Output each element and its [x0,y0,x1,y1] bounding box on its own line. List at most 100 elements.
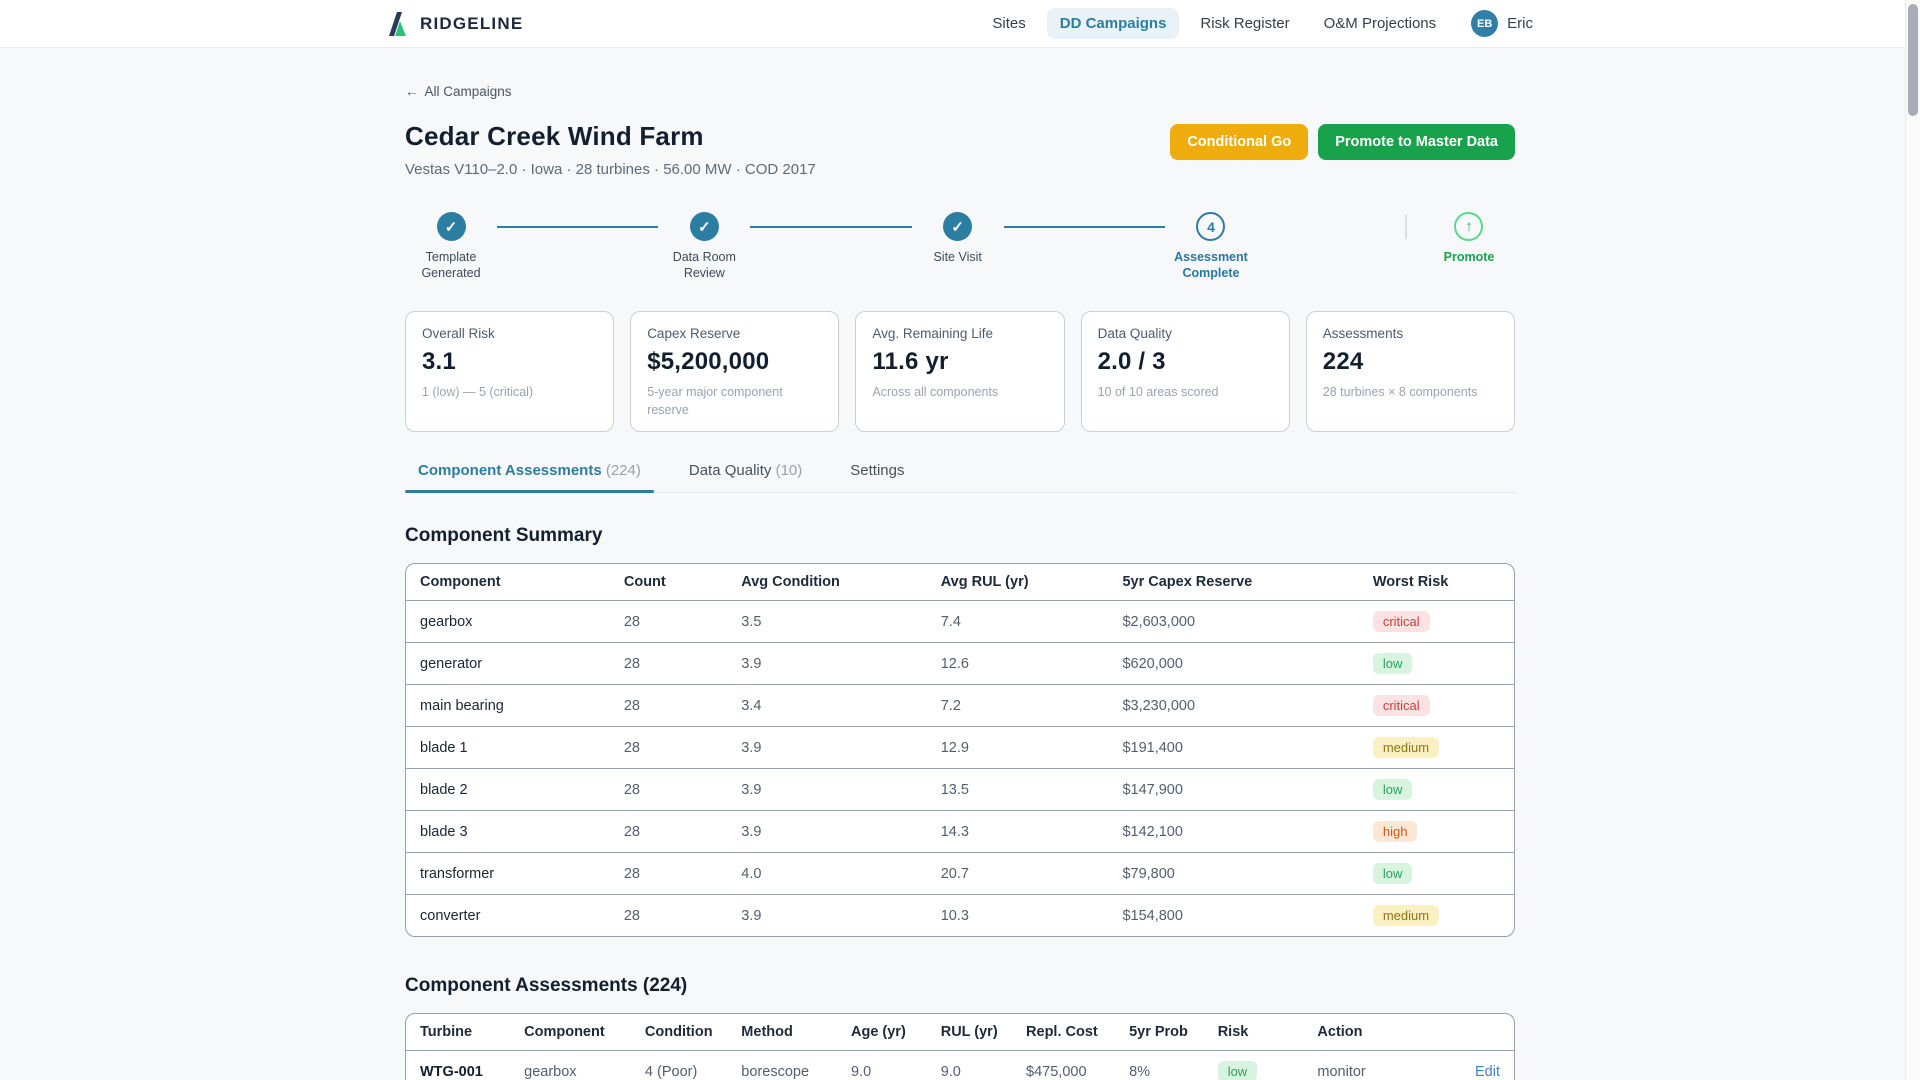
risk-badge: high [1372,821,1418,843]
check-icon: ✓ [951,218,964,236]
cell-worst-risk: critical [1358,600,1514,643]
stat-card-avg-remaining-life: Avg. Remaining Life 11.6 yr Across all c… [855,311,1065,433]
page-header: Cedar Creek Wind Farm Vestas V110–2.0 · … [405,121,1515,178]
tab-data-quality[interactable]: Data Quality (10) [676,462,815,492]
cell-avg-rul: 14.3 [926,810,1109,853]
stat-cards: Overall Risk 3.1 1 (low) — 5 (critical) … [405,311,1515,433]
component-assessments-heading: Component Assessments (224) [405,975,688,997]
cell-5yr-prob: 8% [1115,1050,1204,1080]
table-row: blade 1 28 3.9 12.9 $191,400 medium [406,726,1514,769]
risk-badge: low [1217,1061,1258,1080]
cell-capex: $620,000 [1108,642,1359,685]
stat-label: Data Quality [1097,326,1172,342]
tab-count: (10) [775,462,803,480]
col-rul: RUL (yr) [940,1024,998,1041]
cell-worst-risk: critical [1358,684,1514,727]
risk-badge: low [1372,779,1413,801]
nav-item-risk-register[interactable]: Risk Register [1200,15,1290,32]
step-label: Promote [1443,250,1495,264]
component-summary-heading: Component Summary [405,525,603,547]
cell-avg-rul: 7.4 [926,600,1109,643]
check-icon: ✓ [444,218,458,236]
stat-card-data-quality: Data Quality 2.0 / 3 10 of 10 areas scor… [1080,311,1290,433]
component-assessments-table: Turbine Component Condition Method Age (… [405,1013,1515,1080]
cell-component: gearbox [406,600,610,643]
tab-bar: Component Assessments (224) Data Quality… [405,462,1515,494]
risk-badge: medium [1372,737,1440,759]
arrow-up-icon: ↑ [1465,218,1473,235]
table-row: transformer 28 4.0 20.7 $79,800 low [406,852,1514,895]
cell-worst-risk: low [1358,642,1514,685]
cell-component: gearbox [510,1050,631,1080]
edit-link[interactable]: Edit [1475,1063,1500,1080]
cell-avg-condition: 3.5 [727,600,927,643]
stat-label: Capex Reserve [647,326,741,342]
col-edit [1425,1014,1514,1051]
cell-risk: low [1203,1050,1304,1080]
cell-component: main bearing [406,684,610,727]
col-capex-reserve: 5yr Capex Reserve [1122,574,1253,591]
cell-capex: $79,800 [1108,852,1359,895]
cell-avg-condition: 3.4 [727,684,927,727]
cell-component: converter [406,894,610,937]
stat-label: Avg. Remaining Life [872,326,993,342]
nav-item-om-projections[interactable]: O&M Projections [1323,15,1437,32]
table-header-row: Turbine Component Condition Method Age (… [406,1014,1514,1051]
avatar[interactable]: EB [1471,10,1499,37]
page-subtitle: Vestas V110–2.0 · Iowa · 28 turbines · 5… [405,161,816,178]
cell-avg-condition: 4.0 [727,852,927,895]
stat-label: Overall Risk [422,326,495,342]
cell-capex: $2,603,000 [1108,600,1359,643]
back-arrow-icon: ← [405,84,419,99]
tab-label: Settings [850,462,905,480]
stat-label: Assessments [1322,326,1404,342]
step-connector [1003,226,1165,228]
tab-label: Component Assessments [418,462,602,480]
cell-count: 28 [609,600,728,643]
brand-name: RIDGELINE [420,13,524,33]
cell-avg-rul: 12.6 [926,642,1109,685]
top-nav-bar: RIDGELINE Sites DD Campaigns Risk Regist… [0,0,1920,48]
cell-capex: $147,900 [1108,768,1359,811]
scrollbar-thumb[interactable] [1908,4,1918,116]
breadcrumb-label: All Campaigns [424,84,512,99]
cell-turbine: WTG-001 [406,1050,511,1080]
cell-repl-cost: $475,000 [1012,1050,1116,1080]
promote-to-master-data-button[interactable]: Promote to Master Data [1318,124,1515,160]
breadcrumb-all-campaigns[interactable]: ← All Campaigns [405,84,512,99]
table-row: main bearing 28 3.4 7.2 $3,230,000 criti… [406,684,1514,727]
cell-component: blade 2 [406,768,610,811]
step-connector [497,226,659,228]
stat-card-assessments: Assessments 224 28 turbines × 8 componen… [1305,311,1515,433]
stat-caption: 1 (low) — 5 (critical) [422,385,534,400]
cell-worst-risk: high [1358,810,1514,853]
col-avg-rul: Avg RUL (yr) [940,574,1029,591]
component-summary-table: Component Count Avg Condition Avg RUL (y… [405,563,1515,938]
col-turbine: Turbine [420,1024,473,1041]
step-label: Template Generated [421,250,481,280]
cell-worst-risk: low [1358,852,1514,895]
scrollbar-track[interactable] [1905,0,1920,1080]
cell-age: 9.0 [836,1050,927,1080]
step-label: Site Visit [933,250,982,264]
nav-item-sites[interactable]: Sites [992,15,1026,32]
table-row: WTG-001 gearbox 4 (Poor) borescope 9.0 9… [406,1050,1514,1080]
col-avg-condition: Avg Condition [741,574,840,591]
cell-component: generator [406,642,610,685]
cell-action: monitor [1303,1050,1426,1080]
tab-component-assessments[interactable]: Component Assessments (224) [405,462,654,494]
col-component: Component [420,574,501,591]
risk-badge: medium [1372,905,1440,927]
stat-value: 2.0 / 3 [1097,348,1166,376]
col-repl-cost: Repl. Cost [1026,1024,1098,1041]
col-risk: Risk [1217,1024,1249,1041]
conditional-go-button[interactable]: Conditional Go [1170,124,1309,160]
step-label: Data Room Review [672,250,736,280]
nav-item-dd-campaigns[interactable]: DD Campaigns [1046,8,1180,39]
page-title: Cedar Creek Wind Farm [405,121,704,151]
cell-count: 28 [609,768,728,811]
user-menu[interactable]: EB Eric [1471,10,1533,37]
tab-settings[interactable]: Settings [837,462,917,492]
cell-avg-condition: 3.9 [727,642,927,685]
